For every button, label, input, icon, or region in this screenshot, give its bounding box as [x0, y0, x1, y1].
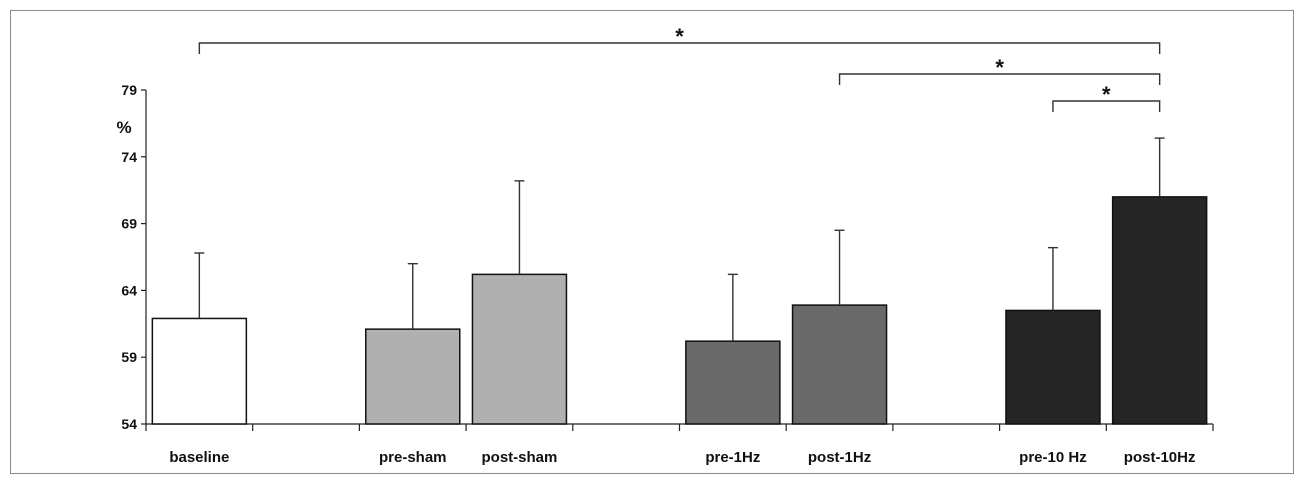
- bar-pre-1hz: [685, 340, 781, 425]
- y-tick-label-79: 79: [121, 82, 137, 98]
- x-label-pre-10-hz: pre-10 Hz: [1019, 449, 1087, 466]
- bar-post-1hz: [791, 304, 888, 425]
- x-label-pre-1hz: pre-1Hz: [705, 449, 760, 466]
- x-label-pre-sham: pre-sham: [379, 449, 447, 466]
- bar-pre-sham: [365, 328, 461, 425]
- x-label-post-sham: post-sham: [482, 449, 558, 466]
- significance-brackets: * * *: [198, 24, 1161, 112]
- bar-baseline: [151, 317, 248, 425]
- chart-frame: * * * 54 59 64 69 74 79% baseline pre-sham post-s…: [10, 10, 1294, 474]
- significance-star-2: *: [995, 55, 1004, 80]
- y-tick-label-69: 69: [121, 216, 137, 232]
- x-label-post-10hz: post-10Hz: [1124, 449, 1196, 466]
- y-tick-label-74: 74: [121, 149, 137, 165]
- significance-star-1: *: [675, 24, 684, 49]
- bar-pre-10-hz: [1005, 309, 1101, 425]
- bar-post-10hz: [1111, 196, 1208, 425]
- bar-chart: * * * 54 59 64 69 74 79% baseline pre-sham post-s…: [116, 24, 1214, 466]
- significance-star-3: *: [1102, 82, 1111, 107]
- significance-bracket-2: [838, 73, 1161, 85]
- significance-bracket-1: [198, 42, 1161, 54]
- significance-bracket-3: [1052, 100, 1161, 112]
- y-tick-label-54: 54: [121, 416, 137, 432]
- x-label-post-1hz: post-1Hz: [808, 449, 871, 466]
- bar-post-sham: [471, 273, 568, 425]
- y-tick-label-64: 64: [121, 282, 137, 298]
- axes: 54 59 64 69 74 79%: [116, 82, 1214, 432]
- y-tick-label-59: 59: [121, 349, 137, 365]
- y-axis-label: %: [116, 118, 131, 137]
- labels: baseline pre-sham post-sham pre-1Hz post-1Hz…: [169, 449, 1195, 466]
- x-label-baseline: baseline: [169, 449, 229, 466]
- bars: [151, 137, 1208, 425]
